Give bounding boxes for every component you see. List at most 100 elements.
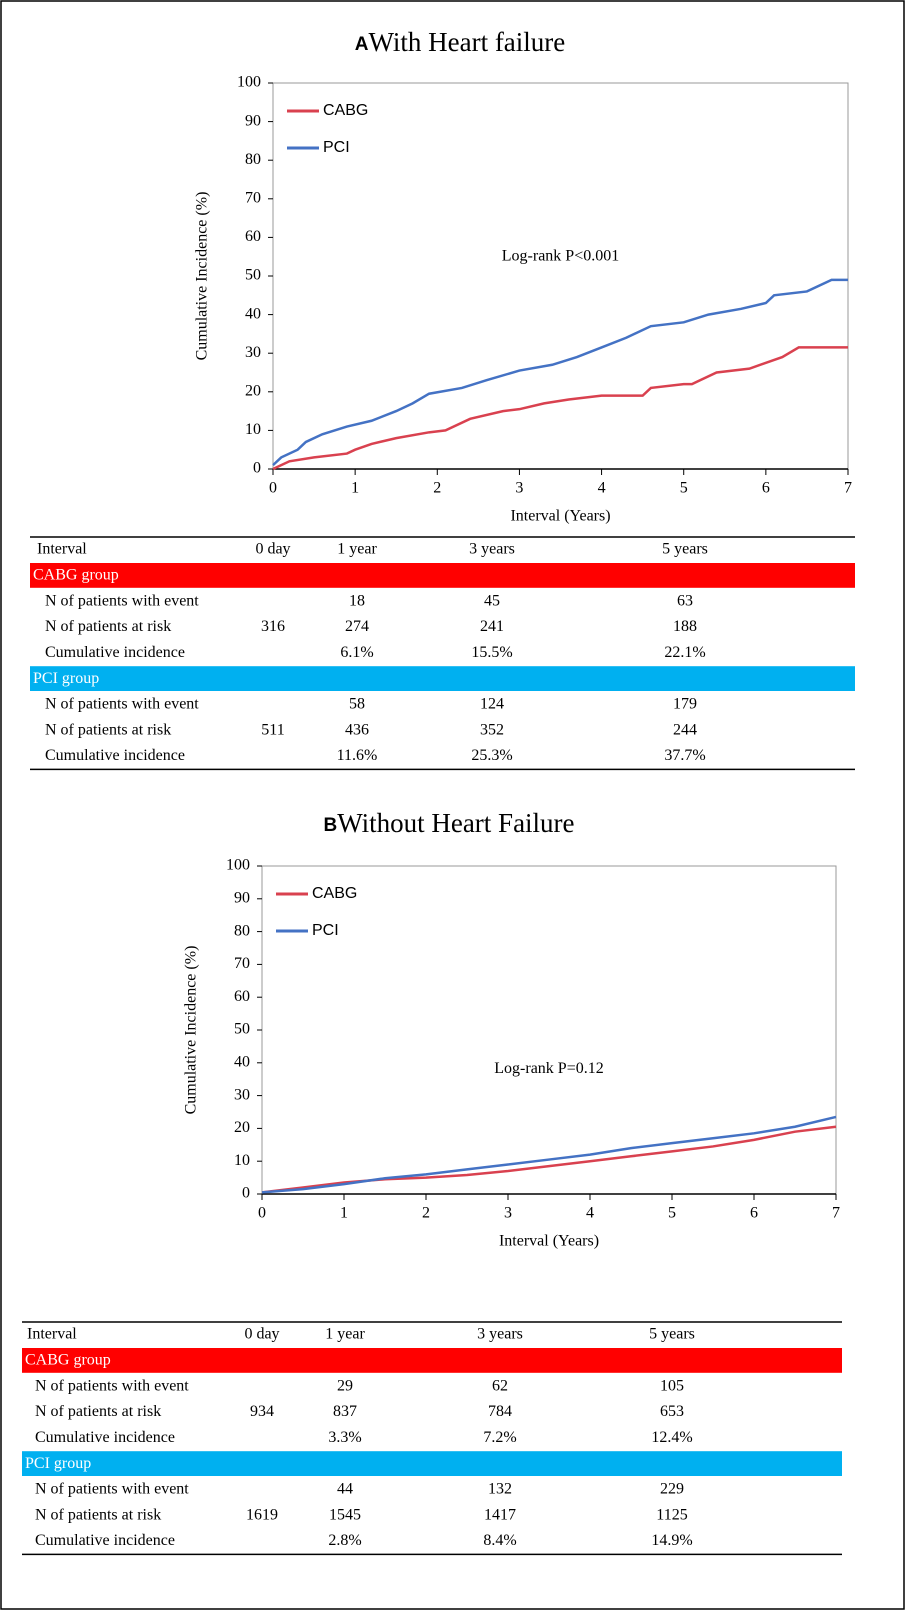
table-cell: 124 [480, 696, 504, 713]
table-cell: 11.6% [337, 747, 378, 764]
table-cell: 7.2% [483, 1429, 516, 1446]
table-cell: 934 [250, 1403, 274, 1420]
row-label: Cumulative incidence [45, 644, 185, 661]
group-name: CABG group [33, 567, 119, 584]
row-label: N of patients at risk [35, 1403, 161, 1420]
table-header: 3 years [477, 1326, 523, 1343]
table-header: Interval [37, 541, 87, 558]
y-tick-label: 30 [234, 1086, 250, 1103]
y-tick-label: 50 [234, 1021, 250, 1038]
x-tick-label: 4 [586, 1205, 594, 1222]
table-cell: 244 [673, 721, 697, 738]
table-cell: 22.1% [664, 644, 705, 661]
group-band [30, 563, 855, 588]
table-cell: 274 [345, 618, 369, 635]
x-tick-label: 5 [668, 1205, 676, 1222]
table-cell: 2.8% [328, 1532, 361, 1549]
y-tick-label: 10 [245, 421, 261, 438]
y-tick-label: 30 [245, 344, 261, 361]
annotation: Log-rank P<0.001 [502, 247, 619, 264]
table-cell: 316 [261, 618, 285, 635]
row-label: N of patients at risk [35, 1506, 161, 1523]
table-cell: 29 [337, 1377, 353, 1394]
y-tick-label: 40 [245, 305, 261, 322]
y-axis-label: Cumulative Incidence (%) [183, 946, 200, 1115]
table-cell: 132 [488, 1481, 512, 1498]
group-band [22, 1451, 842, 1476]
table-cell: 44 [337, 1481, 353, 1498]
legend-label: PCI [323, 139, 350, 156]
table-cell: 229 [660, 1481, 684, 1498]
x-axis-label: Interval (Years) [499, 1233, 599, 1250]
y-tick-label: 20 [245, 382, 261, 399]
row-label: Cumulative incidence [35, 1532, 175, 1549]
table-cell: 45 [484, 592, 500, 609]
table-header: Interval [27, 1326, 77, 1343]
x-tick-label: 4 [598, 480, 606, 497]
row-label: N of patients with event [45, 696, 199, 713]
y-tick-label: 0 [242, 1185, 250, 1202]
y-tick-label: 50 [245, 267, 261, 284]
table-header: 3 years [469, 541, 515, 558]
table-cell: 241 [480, 618, 504, 635]
table-cell: 3.3% [328, 1429, 361, 1446]
chart-title: AWith Heart failure [355, 27, 566, 57]
y-tick-label: 100 [226, 857, 250, 874]
table-cell: 1125 [656, 1506, 687, 1523]
title-text: Without Heart Failure [337, 808, 574, 838]
x-tick-label: 3 [515, 480, 523, 497]
table-header: 1 year [337, 541, 377, 558]
x-tick-label: 2 [433, 480, 441, 497]
y-tick-label: 20 [234, 1119, 250, 1136]
x-tick-label: 7 [844, 480, 852, 497]
series-line [272, 346, 848, 471]
group-band [30, 666, 855, 691]
y-tick-label: 70 [234, 955, 250, 972]
table-cell: 511 [261, 721, 284, 738]
row-label: N of patients with event [35, 1377, 189, 1394]
y-tick-label: 60 [234, 988, 250, 1005]
legend-label: CABG [312, 885, 357, 902]
table-cell: 18 [349, 592, 365, 609]
table-cell: 8.4% [483, 1532, 516, 1549]
y-tick-label: 80 [234, 922, 250, 939]
series-line [272, 278, 848, 467]
table-cell: 62 [492, 1377, 508, 1394]
y-tick-label: 80 [245, 151, 261, 168]
group-name: PCI group [25, 1455, 91, 1472]
table-cell: 14.9% [651, 1532, 692, 1549]
y-tick-label: 90 [234, 889, 250, 906]
group-name: PCI group [33, 670, 99, 687]
y-tick-label: 70 [245, 189, 261, 206]
table-header: 0 day [244, 1326, 279, 1343]
panel-label: B [323, 815, 337, 836]
x-tick-label: 6 [750, 1205, 758, 1222]
x-tick-label: 2 [422, 1205, 430, 1222]
y-axis-label: Cumulative Incidence (%) [194, 192, 211, 361]
table-cell: 653 [660, 1403, 684, 1420]
row-label: Cumulative incidence [35, 1429, 175, 1446]
y-tick-label: 60 [245, 228, 261, 245]
table-header: 5 years [649, 1326, 695, 1343]
row-label: N of patients with event [35, 1481, 189, 1498]
series-line [261, 1115, 837, 1194]
table-cell: 63 [677, 592, 693, 609]
group-band [22, 1348, 842, 1373]
chart-title: BWithout Heart Failure [323, 808, 574, 838]
title-text: With Heart failure [368, 27, 565, 57]
annotation: Log-rank P=0.12 [494, 1060, 603, 1077]
row-label: Cumulative incidence [45, 747, 185, 764]
x-tick-label: 6 [762, 480, 770, 497]
x-tick-label: 5 [680, 480, 688, 497]
table-header: 1 year [325, 1326, 365, 1343]
y-tick-label: 40 [234, 1053, 250, 1070]
table-cell: 105 [660, 1377, 684, 1394]
table-cell: 352 [480, 721, 504, 738]
table-cell: 1417 [484, 1506, 516, 1523]
legend-label: PCI [312, 922, 339, 939]
x-axis-label: Interval (Years) [510, 508, 610, 525]
table-cell: 6.1% [340, 644, 373, 661]
table-cell: 784 [488, 1403, 512, 1420]
y-tick-label: 90 [245, 112, 261, 129]
